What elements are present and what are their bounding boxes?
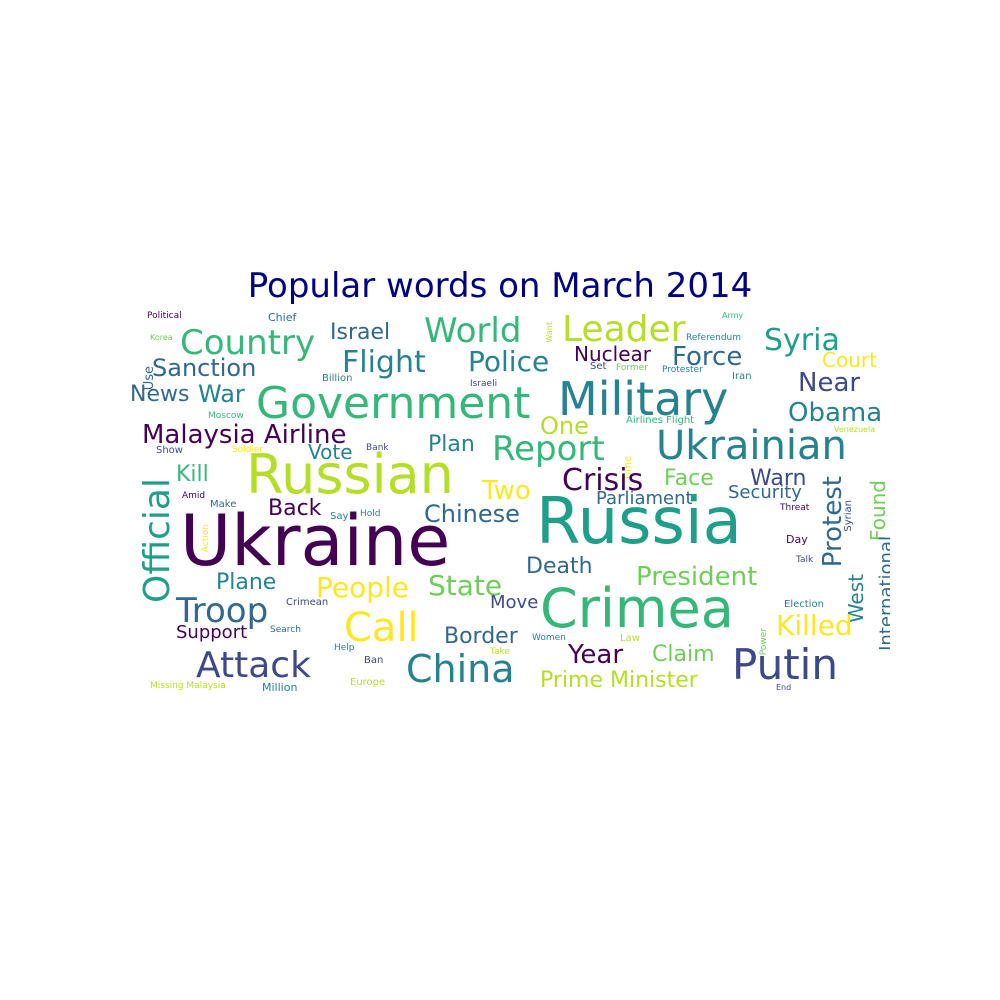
- word-moscow: Moscow: [208, 411, 244, 421]
- word-amid: Amid: [182, 491, 206, 501]
- word-take: Take: [490, 647, 510, 657]
- word-claim: Claim: [652, 642, 715, 667]
- word-back: Back: [268, 496, 322, 521]
- word-parliament: Parliament: [596, 488, 693, 509]
- word-court: Court: [822, 348, 877, 372]
- word-day: Day: [786, 533, 808, 546]
- word-europe: Europe: [350, 677, 386, 688]
- word-two: Two: [482, 476, 531, 506]
- word-billion: Billion: [322, 373, 353, 384]
- word-threat: Threat: [780, 503, 810, 513]
- word-syrian: Syrian: [843, 500, 854, 532]
- word-protester: Protester: [662, 365, 703, 375]
- word-call: Call: [344, 605, 419, 651]
- word-missing-malaysia: Missing Malaysia: [150, 681, 226, 691]
- word-crimea: Crimea: [540, 577, 734, 640]
- word-nuclear: Nuclear: [574, 342, 651, 366]
- word-war: War: [198, 380, 245, 408]
- word-people: People: [316, 571, 410, 604]
- word-vote: Vote: [308, 440, 353, 464]
- word-hold: Hold: [360, 509, 381, 519]
- word-president: President: [636, 562, 758, 592]
- word-chinese: Chinese: [424, 500, 520, 528]
- word-soldier: Soldier: [232, 445, 264, 455]
- word-million: Million: [262, 681, 298, 694]
- word-country: Country: [180, 323, 316, 363]
- word-support: Support: [176, 622, 248, 643]
- word-world: World: [424, 311, 522, 351]
- page-title: Popular words on March 2014: [247, 266, 753, 306]
- word-border: Border: [444, 624, 518, 649]
- word-plan: Plan: [428, 432, 475, 457]
- word-talk: Talk: [796, 555, 814, 565]
- word-sanction: Sanction: [152, 354, 257, 382]
- word-want: Want: [545, 322, 554, 343]
- word-israel: Israel: [330, 320, 391, 345]
- word-airlines-flight: Airlines Flight: [626, 415, 695, 426]
- word-former: Former: [616, 363, 648, 373]
- word-end: End: [776, 683, 792, 692]
- word-referendum: Referendum: [686, 333, 742, 343]
- word-face: Face: [664, 466, 714, 491]
- word-government: Government: [256, 378, 531, 429]
- word-bank: Bank: [366, 443, 389, 453]
- word-leader: Leader: [562, 309, 686, 350]
- word-korea: Korea: [150, 333, 173, 342]
- word-near: Near: [798, 368, 861, 398]
- word-state: State: [428, 569, 503, 602]
- word-russia: Russia: [536, 485, 742, 559]
- word-force: Force: [672, 342, 743, 372]
- word-army: Army: [722, 311, 744, 320]
- word-ukrainian: Ukrainian: [656, 423, 847, 469]
- word-news: News: [130, 382, 190, 407]
- word-official: Official: [137, 478, 178, 603]
- word-police: Police: [468, 345, 550, 378]
- word-obama: Obama: [788, 398, 883, 428]
- word-report: Report: [492, 429, 605, 469]
- word-cloud: Political Chief Want Army Use Korea Country Isr…: [130, 308, 890, 700]
- word-action: Action: [201, 524, 211, 553]
- word-set: Set: [590, 361, 607, 372]
- word-ukraine: Ukraine: [180, 500, 451, 582]
- word-death: Death: [526, 554, 593, 579]
- word-election: Election: [784, 599, 824, 610]
- word-attack: Attack: [196, 645, 311, 686]
- word-malaysia-airline: Malaysia Airline: [142, 420, 347, 450]
- word-china: China: [406, 647, 515, 691]
- word-ban: Ban: [364, 655, 384, 666]
- word-putin: Putin: [732, 640, 838, 689]
- word-one: One: [540, 412, 589, 440]
- word-syria: Syria: [764, 323, 840, 358]
- word-show: Show: [156, 445, 183, 456]
- word-help: Help: [334, 643, 355, 653]
- word-flight: Flight: [342, 345, 426, 380]
- word-venezuela: Venezuela: [834, 425, 876, 434]
- word-iran: Iran: [732, 371, 752, 382]
- word-make: Make: [210, 499, 237, 510]
- word-chief: Chief: [268, 311, 297, 324]
- word-israeli: Israeli: [470, 379, 498, 389]
- word-plane: Plane: [216, 570, 277, 595]
- word-women: Women: [532, 633, 566, 643]
- word-law: Law: [620, 633, 640, 644]
- word-search: Search: [270, 625, 301, 635]
- word-international: International: [876, 536, 890, 651]
- word-kill: Kill: [176, 462, 209, 487]
- word-military: Military: [558, 372, 729, 426]
- word-crimean: Crimean: [286, 597, 329, 608]
- word-move: Move: [490, 592, 539, 613]
- word-found: Found: [866, 480, 890, 542]
- word-troop: Troop: [176, 591, 269, 631]
- word-say: Say: [330, 511, 349, 522]
- word-political: Political: [147, 311, 182, 321]
- word-prime-minister: Prime Minister: [540, 668, 698, 693]
- word-crisis: Crisis: [562, 463, 644, 498]
- word-warn: Warn: [750, 466, 807, 491]
- word-year: Year: [568, 640, 624, 670]
- word-russian: Russian: [246, 443, 454, 506]
- word-killed: Killed: [776, 609, 853, 642]
- word-security: Security: [728, 482, 802, 503]
